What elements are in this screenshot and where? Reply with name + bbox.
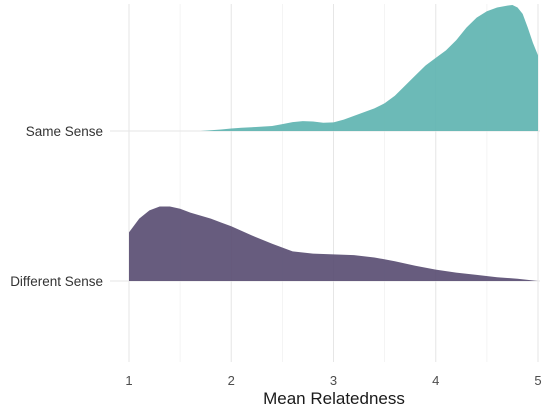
ridge-same-sense xyxy=(200,5,538,131)
category-labels: Different Sense Same Sense xyxy=(10,124,103,289)
category-label: Different Sense xyxy=(10,274,103,289)
x-tick-label: 4 xyxy=(432,373,439,388)
density-ridges xyxy=(129,5,538,281)
category-label: Same Sense xyxy=(26,124,103,139)
x-axis-ticks: 1 2 3 4 5 xyxy=(125,373,541,388)
ridge-different-sense xyxy=(129,206,538,281)
x-axis-title: Mean Relatedness xyxy=(263,389,405,408)
x-tick-label: 2 xyxy=(228,373,235,388)
x-tick-label: 1 xyxy=(125,373,132,388)
x-tick-label: 3 xyxy=(330,373,337,388)
x-tick-label: 5 xyxy=(534,373,541,388)
